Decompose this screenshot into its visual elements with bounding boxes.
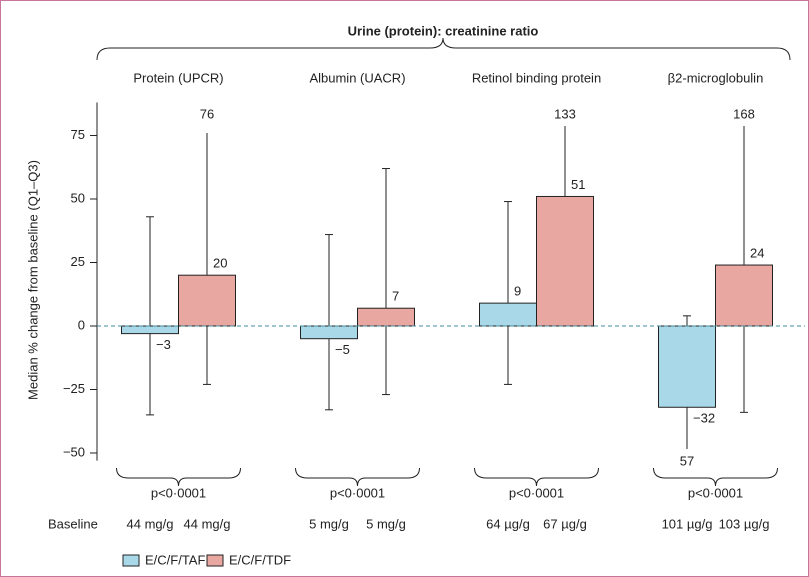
value-label: 51 <box>571 177 585 192</box>
y-tick-label: 75 <box>71 127 85 142</box>
category-label: β2-microglobulin <box>668 70 764 85</box>
value-label: 24 <box>750 245 764 260</box>
bar <box>479 302 537 327</box>
baseline-value: 64 µg/g <box>486 516 530 531</box>
p-value: p<0·0001 <box>330 485 385 500</box>
p-value: p<0·0001 <box>688 485 743 500</box>
baseline-value: 5 mg/g <box>309 516 349 531</box>
bar <box>658 325 716 408</box>
category-label: Albumin (UACR) <box>309 70 405 85</box>
baseline-value: 44 mg/g <box>184 516 231 531</box>
p-value: p<0·0001 <box>509 485 564 500</box>
category-label: Retinol binding protein <box>472 70 601 85</box>
chart-title: Urine (protein): creatinine ratio <box>348 23 539 38</box>
bar <box>357 307 415 327</box>
group-brace <box>474 467 599 487</box>
baseline-value: 5 mg/g <box>366 516 406 531</box>
value-label: 20 <box>213 256 227 271</box>
baseline-value: 67 µg/g <box>543 516 587 531</box>
legend-swatch <box>122 554 140 567</box>
value-label: 7 <box>392 289 399 304</box>
whisker-label: 76 <box>200 106 214 121</box>
baseline-value: 44 mg/g <box>127 516 174 531</box>
value-label: −5 <box>335 342 350 357</box>
value-label: 9 <box>514 284 521 299</box>
group-brace <box>653 467 778 487</box>
category-label: Protein (UPCR) <box>133 70 223 85</box>
bar <box>300 325 358 340</box>
bar <box>536 195 594 327</box>
whisker-label: 168 <box>733 106 755 121</box>
y-tick-label: 50 <box>71 190 85 205</box>
whisker-label: 57 <box>680 453 694 468</box>
y-tick-label: −25 <box>63 381 85 396</box>
y-tick-label: 25 <box>71 254 85 269</box>
y-axis-label: Median % change from baseline (Q1–Q3) <box>25 160 40 400</box>
baseline-value: 103 µg/g <box>719 516 770 531</box>
top-brace <box>96 37 791 61</box>
bar <box>121 325 179 335</box>
value-label: −32 <box>693 411 715 426</box>
value-label: −3 <box>156 337 171 352</box>
legend-swatch <box>206 554 224 567</box>
y-tick-label: −50 <box>63 444 85 459</box>
whisker-label: 133 <box>554 106 576 121</box>
group-brace <box>295 467 420 487</box>
baseline-label: Baseline <box>48 516 98 531</box>
legend-label: E/C/F/TDF <box>229 552 291 567</box>
baseline-value: 101 µg/g <box>662 516 713 531</box>
group-brace <box>116 467 241 487</box>
bar <box>178 274 236 327</box>
y-tick-label: 0 <box>78 317 85 332</box>
bar <box>715 264 773 327</box>
legend-label: E/C/F/TAF <box>145 552 205 567</box>
p-value: p<0·0001 <box>151 485 206 500</box>
